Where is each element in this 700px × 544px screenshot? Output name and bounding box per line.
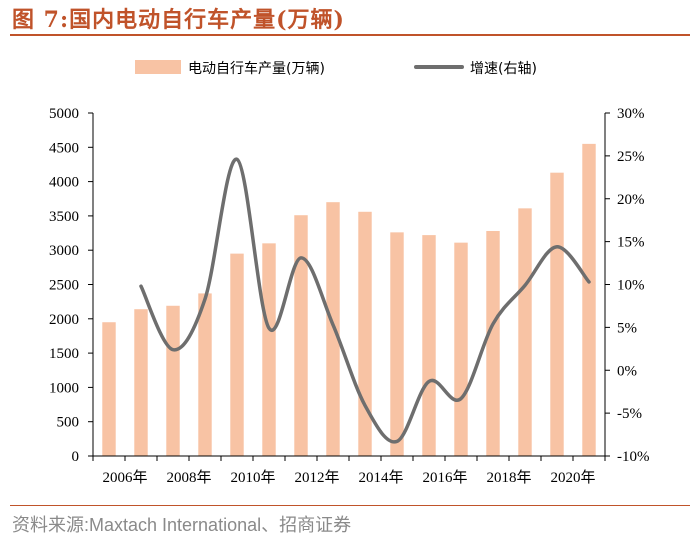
x-tick-label: 2006年 [102, 469, 147, 486]
bar-2019 [518, 208, 532, 456]
bar-2012 [294, 215, 308, 456]
y-right-tick-label: -10% [617, 449, 650, 465]
x-tick-label: 2018年 [486, 469, 531, 486]
y-right-tick-label: 5% [617, 320, 637, 336]
y-left-tick-label: 3000 [49, 243, 79, 259]
bar-2014 [358, 211, 372, 456]
bar-2007 [134, 309, 148, 456]
x-tick-label: 2020年 [550, 469, 595, 486]
bar-2009 [198, 293, 212, 456]
source-divider [10, 505, 690, 506]
bar-2015 [390, 232, 404, 456]
x-tick-label: 2016年 [422, 469, 467, 486]
legend-bar-swatch [135, 60, 181, 74]
figure-title: 图 7:国内电动自行车产量(万辆) [12, 7, 345, 33]
y-left-tick-label: 0 [72, 449, 80, 465]
chart: 电动自行车产量(万辆) 增速(右轴) 0 500 1000 1500 2000 2500 3… [49, 60, 650, 486]
bar-2010 [230, 253, 244, 456]
y-left-tick-label: 1500 [49, 346, 79, 362]
x-tick-label: 2010年 [230, 469, 275, 486]
bar-2006 [102, 322, 116, 456]
y-left-tick-label: 1000 [49, 380, 79, 396]
bar-2008 [166, 305, 180, 456]
y-right-tick-label: -5% [617, 406, 642, 422]
y-right-tick-label: 25% [617, 149, 645, 165]
y-right-tick-label: 0% [617, 363, 637, 379]
y-right-tick-label: 20% [617, 192, 645, 208]
bar-2017 [454, 242, 468, 456]
growth-line [139, 157, 591, 444]
bar-2021 [582, 143, 596, 456]
y-right-tick-label: 15% [617, 235, 645, 251]
source-note: 资料来源:Maxtach International、招商证券 [12, 515, 352, 535]
y-left-tick-label: 2500 [49, 278, 79, 294]
bar-2020 [550, 172, 564, 456]
bar-2011 [262, 243, 276, 456]
bar-2016 [422, 235, 436, 456]
y-left-tick-label: 5000 [49, 106, 79, 122]
y-left-tick-label: 4500 [49, 140, 79, 156]
x-tick-label: 2008年 [166, 469, 211, 486]
y-left-tick-label: 500 [57, 415, 80, 431]
y-left-tick-label: 2000 [49, 312, 79, 328]
y-left-tick-label: 3500 [49, 209, 79, 225]
x-tick-label: 2012年 [294, 469, 339, 486]
y-left-tick-label: 4000 [49, 175, 79, 191]
y-right-tick-label: 10% [617, 278, 645, 294]
x-tick-label: 2014年 [358, 469, 403, 486]
legend: 电动自行车产量(万辆) 增速(右轴) [135, 60, 537, 77]
y-right-tick-label: 30% [617, 106, 645, 122]
legend-bar-label: 电动自行车产量(万辆) [188, 60, 325, 77]
bar-2018 [486, 230, 500, 456]
legend-line-label: 增速(右轴) [470, 61, 537, 77]
plot-area: 0 500 1000 1500 2000 2500 3000 3500 4000 4500 5000… [49, 106, 650, 486]
title-divider [10, 34, 690, 36]
